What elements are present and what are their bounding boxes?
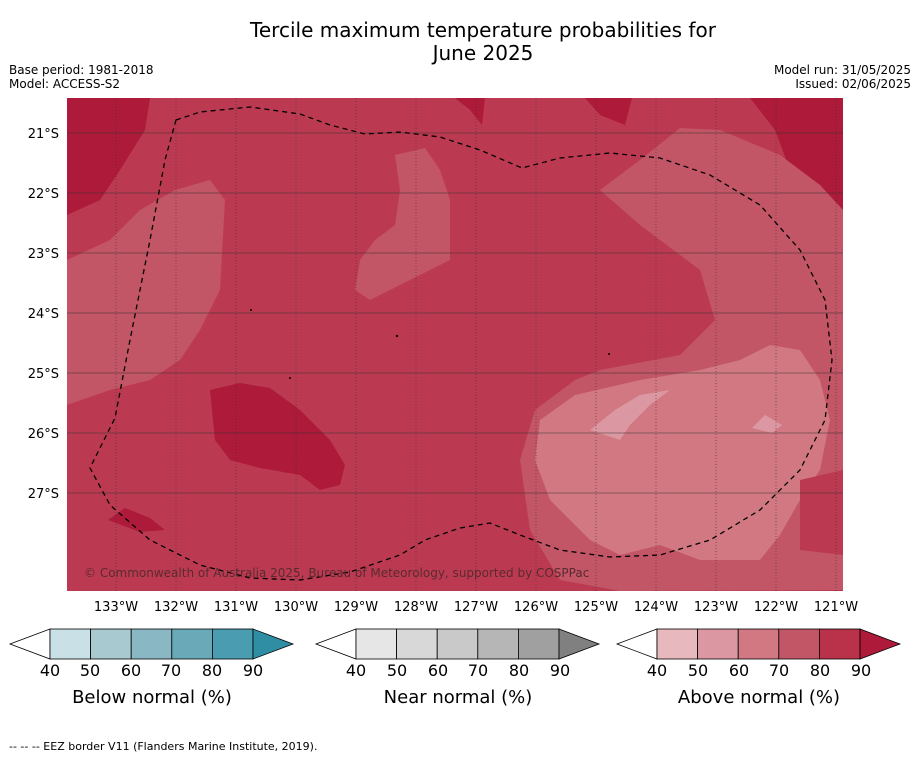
model-name: Model: ACCESS-S2 <box>9 77 121 91</box>
lon-label: 122°W <box>754 600 798 615</box>
colorbar-tick: 80 <box>810 661 830 680</box>
map-fill: © Commonwealth of Australia 2025, Bureau… <box>67 98 843 591</box>
colorbar-segment <box>778 628 820 660</box>
lat-label: 25°S <box>28 367 59 382</box>
dark-patch-north2 <box>585 98 632 125</box>
meta-right: Model run: 31/05/2025 Issued: 02/06/2025 <box>774 63 911 91</box>
island-marker <box>395 334 399 338</box>
model-run: Model run: 31/05/2025 <box>773 63 911 77</box>
lon-label: 127°W <box>454 600 498 615</box>
colorbar-arrow-low <box>615 628 658 660</box>
copyright-text: © Commonwealth of Australia 2025, Bureau… <box>84 566 589 580</box>
colorbar-tick: 90 <box>550 661 570 680</box>
island-marker <box>250 309 252 311</box>
colorbar-segment <box>436 628 479 660</box>
colorbar-segment <box>396 628 438 660</box>
lon-label: 126°W <box>514 600 558 615</box>
island-marker <box>289 377 291 379</box>
colorbar-tick: 60 <box>121 661 141 680</box>
lat-label: 24°S <box>28 307 59 322</box>
colorbar-segment <box>90 628 132 660</box>
colorbar-arrow-high <box>252 628 295 660</box>
base-period: Base period: 1981-2018 <box>9 63 154 77</box>
meta-left: Base period: 1981-2018 Model: ACCESS-S2 <box>9 63 154 91</box>
lightest-patch-2 <box>752 415 782 433</box>
colorbar-tick: 50 <box>80 661 100 680</box>
dark-patch-north <box>455 98 485 125</box>
colorbar-segment <box>477 628 519 660</box>
colorbar-segment <box>171 628 213 660</box>
lon-labels: 133°W 132°W 131°W 130°W 129°W 128°W 127°… <box>94 600 858 615</box>
colorbar-arrow-low <box>8 628 51 660</box>
colorbar-title: Above normal (%) <box>678 687 840 708</box>
colorbar-segment <box>697 628 739 660</box>
colorbar-segment <box>518 628 560 660</box>
colorbar-tick: 40 <box>346 661 366 680</box>
eez-border <box>89 106 833 581</box>
colorbar-segment <box>130 628 173 660</box>
lightest-patch <box>590 390 670 440</box>
lat-labels: 21°S 22°S 23°S 24°S 25°S 26°S 27°S <box>28 127 59 502</box>
lighter-region-east <box>535 345 830 560</box>
colorbar-tick: 80 <box>202 661 222 680</box>
lon-gridlines <box>115 98 837 591</box>
colorbar-arrow-low <box>314 628 357 660</box>
lon-label: 131°W <box>214 600 258 615</box>
lon-label: 129°W <box>334 600 378 615</box>
colorbar-arrow-high <box>859 628 902 660</box>
colorbar-tick: 40 <box>647 661 667 680</box>
lat-label: 23°S <box>28 247 59 262</box>
patch-south <box>340 540 520 591</box>
colorbar-tick: 70 <box>769 661 789 680</box>
colorbar-tick: 80 <box>509 661 529 680</box>
lon-label: 125°W <box>574 600 618 615</box>
dark-patch-center <box>210 383 345 490</box>
colorbar-title: Below normal (%) <box>72 687 232 708</box>
issued-date: Issued: 02/06/2025 <box>795 77 911 91</box>
colorbar-near: 40 50 60 70 80 90 Near normal (%) <box>314 628 601 708</box>
colorbar-segment <box>656 628 698 660</box>
map-title: Tercile maximum temperature probabilitie… <box>0 19 919 65</box>
colorbar-tick: 70 <box>161 661 181 680</box>
lat-label: 22°S <box>28 187 59 202</box>
colorbar-segment <box>355 628 397 660</box>
colorbar-segment <box>819 628 861 660</box>
lon-label: 128°W <box>394 600 438 615</box>
colorbar-tick: 90 <box>851 661 871 680</box>
lat-gridlines <box>67 132 843 494</box>
dark-patch-nw <box>67 98 150 215</box>
colorbar-tick: 70 <box>468 661 488 680</box>
lon-label: 132°W <box>154 600 198 615</box>
colorbar-tick: 50 <box>688 661 708 680</box>
light-patch-west <box>67 180 225 405</box>
colorbar-tick: 60 <box>428 661 448 680</box>
colorbar-segment <box>737 628 780 660</box>
lon-label: 124°W <box>634 600 678 615</box>
lon-label: 123°W <box>694 600 738 615</box>
colorbar-segment <box>49 628 91 660</box>
colorbar-tick: 90 <box>243 661 263 680</box>
colorbar-tick: 60 <box>729 661 749 680</box>
lon-label: 130°W <box>274 600 318 615</box>
lon-label: 121°W <box>814 600 858 615</box>
colorbar-below: 40 50 60 70 80 90 Below normal (%) <box>8 628 295 708</box>
lat-label: 26°S <box>28 427 59 442</box>
colorbar-tick: 50 <box>387 661 407 680</box>
eez-footnote: -- -- -- EEZ border V11 (Flanders Marine… <box>9 740 318 753</box>
colorbar-segment <box>211 628 254 660</box>
lon-label: 133°W <box>94 600 138 615</box>
lat-label: 21°S <box>28 127 59 142</box>
lat-label: 27°S <box>28 487 59 502</box>
colorbar-above: 40 50 60 70 80 90 Above normal (%) <box>615 628 902 708</box>
colorbar-title: Near normal (%) <box>384 687 533 708</box>
dark-patch-sw <box>108 508 165 532</box>
title-line-2: June 2025 <box>432 41 534 65</box>
island-marker <box>608 353 610 355</box>
colorbar-tick: 40 <box>40 661 60 680</box>
light-patch-center <box>355 148 450 300</box>
title-line-1: Tercile maximum temperature probabilitie… <box>250 18 716 42</box>
colorbar-arrow-high <box>558 628 601 660</box>
patch-se <box>800 470 843 555</box>
